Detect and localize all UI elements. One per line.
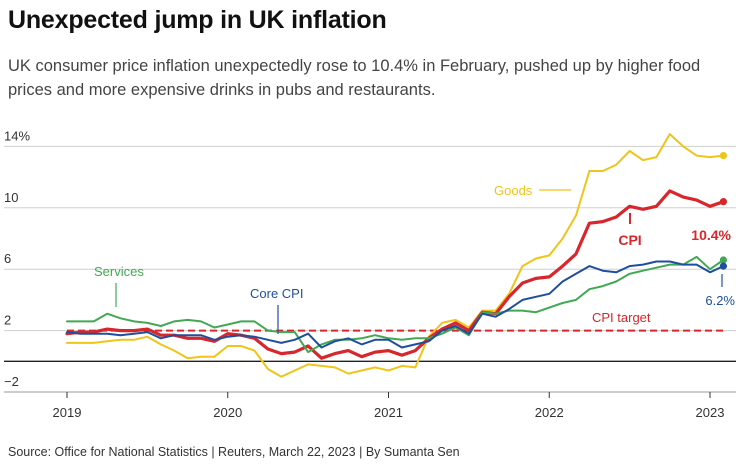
core-end-value-label: 6.2% bbox=[705, 293, 735, 308]
y-tick-label: −2 bbox=[4, 374, 19, 389]
axis-layer: −2 2 6 10 14% 2019 2020 2021 2022 2023 bbox=[4, 128, 736, 420]
x-tick-label: 2023 bbox=[696, 405, 725, 420]
core-cpi-series-line bbox=[66, 260, 725, 349]
core-cpi-label: Core CPI bbox=[250, 286, 303, 301]
services-end-point bbox=[719, 256, 727, 264]
x-tick-label: 2021 bbox=[374, 405, 403, 420]
cpi-series-line bbox=[65, 189, 726, 360]
source-note: Source: Office for National Statistics |… bbox=[8, 445, 460, 459]
chart-subtitle: UK consumer price inflation unexpectedly… bbox=[8, 57, 701, 99]
y-tick-label: 10 bbox=[4, 190, 18, 205]
x-tick-label: 2022 bbox=[535, 405, 564, 420]
services-series-line bbox=[66, 255, 725, 354]
x-tick-label: 2020 bbox=[213, 405, 242, 420]
services-label: Services bbox=[94, 264, 144, 279]
label-layer: Goods Services Core CPI CPI 10.4% 6.2% CPI tar… bbox=[94, 183, 735, 334]
goods-end-point bbox=[719, 152, 727, 160]
goods-label: Goods bbox=[494, 183, 533, 198]
cpi-label: CPI bbox=[618, 232, 641, 248]
cpi-end-value-label: 10.4% bbox=[691, 227, 731, 243]
line-chart: −2 2 6 10 14% 2019 2020 2021 2022 2023 Goods Servi… bbox=[4, 128, 736, 420]
goods-series-line bbox=[66, 133, 725, 378]
core-cpi-end-point bbox=[719, 262, 727, 270]
y-tick-label: 14% bbox=[4, 128, 30, 143]
chart-title: Unexpected jump in UK inflation bbox=[8, 6, 387, 34]
cpi-target-label: CPI target bbox=[592, 310, 651, 325]
x-tick-label: 2019 bbox=[53, 405, 82, 420]
series-layer bbox=[65, 133, 727, 378]
cpi-end-point bbox=[719, 198, 727, 206]
y-tick-label: 6 bbox=[4, 251, 11, 266]
y-tick-label: 2 bbox=[4, 313, 11, 328]
